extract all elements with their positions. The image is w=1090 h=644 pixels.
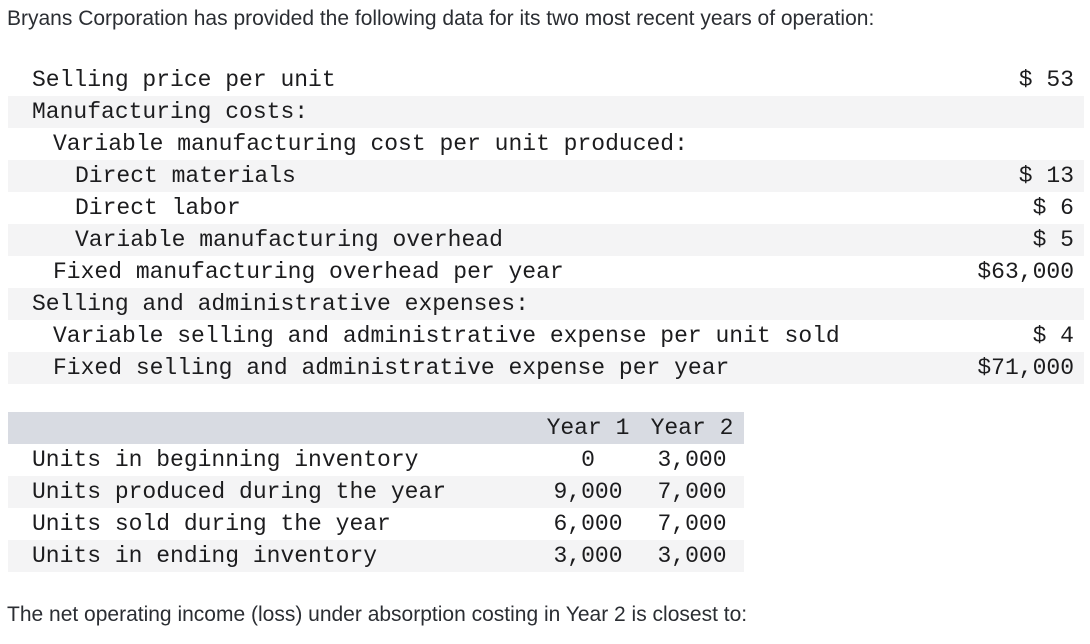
table-row: Manufacturing costs: [8, 96, 1084, 128]
row-label: Units produced during the year [32, 479, 447, 505]
row-value: $ 53 [1018, 67, 1074, 93]
units-table-header-row: Year 1 Year 2 [8, 412, 744, 444]
row-value: $ 6 [1032, 195, 1074, 221]
header-spacer [8, 412, 536, 444]
table-row: Selling price per unit $ 53 [8, 64, 1084, 96]
row-label: Fixed manufacturing overhead per year [53, 259, 564, 285]
row-label: Selling price per unit [32, 67, 336, 93]
year1-value: 0 [581, 447, 595, 473]
year1-value: 9,000 [553, 479, 623, 505]
year2-value: 7,000 [657, 511, 727, 537]
year2-value: 7,000 [657, 479, 727, 505]
row-label: Fixed selling and administrative expense… [53, 355, 730, 381]
year1-value: 6,000 [553, 511, 623, 537]
row-label: Variable selling and administrative expe… [53, 323, 840, 349]
year2-column-header: Year 2 [650, 415, 734, 441]
row-value: $ 13 [1018, 163, 1074, 189]
row-value: $ 5 [1032, 227, 1074, 253]
row-label: Units sold during the year [32, 511, 391, 537]
row-value: $71,000 [977, 355, 1074, 381]
row-value: $63,000 [977, 259, 1074, 285]
row-label: Units in beginning inventory [32, 447, 419, 473]
table-row: Fixed selling and administrative expense… [8, 352, 1084, 384]
table-row: Units produced during the year 9,000 7,0… [8, 476, 744, 508]
row-label: Variable manufacturing overhead [75, 227, 503, 253]
year2-value: 3,000 [657, 447, 727, 473]
table-row: Variable manufacturing overhead $ 5 [8, 224, 1084, 256]
row-value: $ 4 [1032, 323, 1074, 349]
units-data-table: Year 1 Year 2 Units in beginning invento… [8, 412, 744, 572]
table-row: Units sold during the year 6,000 7,000 [8, 508, 744, 540]
table-row: Direct labor $ 6 [8, 192, 1084, 224]
row-label: Manufacturing costs: [32, 99, 309, 125]
year2-value: 3,000 [657, 543, 727, 569]
problem-intro-text: Bryans Corporation has provided the foll… [7, 7, 875, 30]
table-row: Selling and administrative expenses: [8, 288, 1084, 320]
row-label: Units in ending inventory [32, 543, 378, 569]
row-label: Direct materials [75, 163, 296, 189]
table-row: Direct materials $ 13 [8, 160, 1084, 192]
year1-value: 3,000 [553, 543, 623, 569]
row-label: Selling and administrative expenses: [32, 291, 529, 317]
row-value [1074, 128, 1084, 160]
cost-data-table: Selling price per unit $ 53 Manufacturin… [8, 64, 1084, 384]
question-text: The net operating income (loss) under ab… [7, 603, 748, 626]
table-row: Units in beginning inventory 0 3,000 [8, 444, 744, 476]
row-label: Direct labor [75, 195, 241, 221]
row-value [1074, 96, 1084, 128]
table-row: Variable selling and administrative expe… [8, 320, 1084, 352]
table-row: Units in ending inventory 3,000 3,000 [8, 540, 744, 572]
year1-column-header: Year 1 [546, 415, 630, 441]
row-label: Variable manufacturing cost per unit pro… [53, 131, 688, 157]
row-value [1074, 288, 1084, 320]
table-row: Variable manufacturing cost per unit pro… [8, 128, 1084, 160]
table-row: Fixed manufacturing overhead per year $6… [8, 256, 1084, 288]
